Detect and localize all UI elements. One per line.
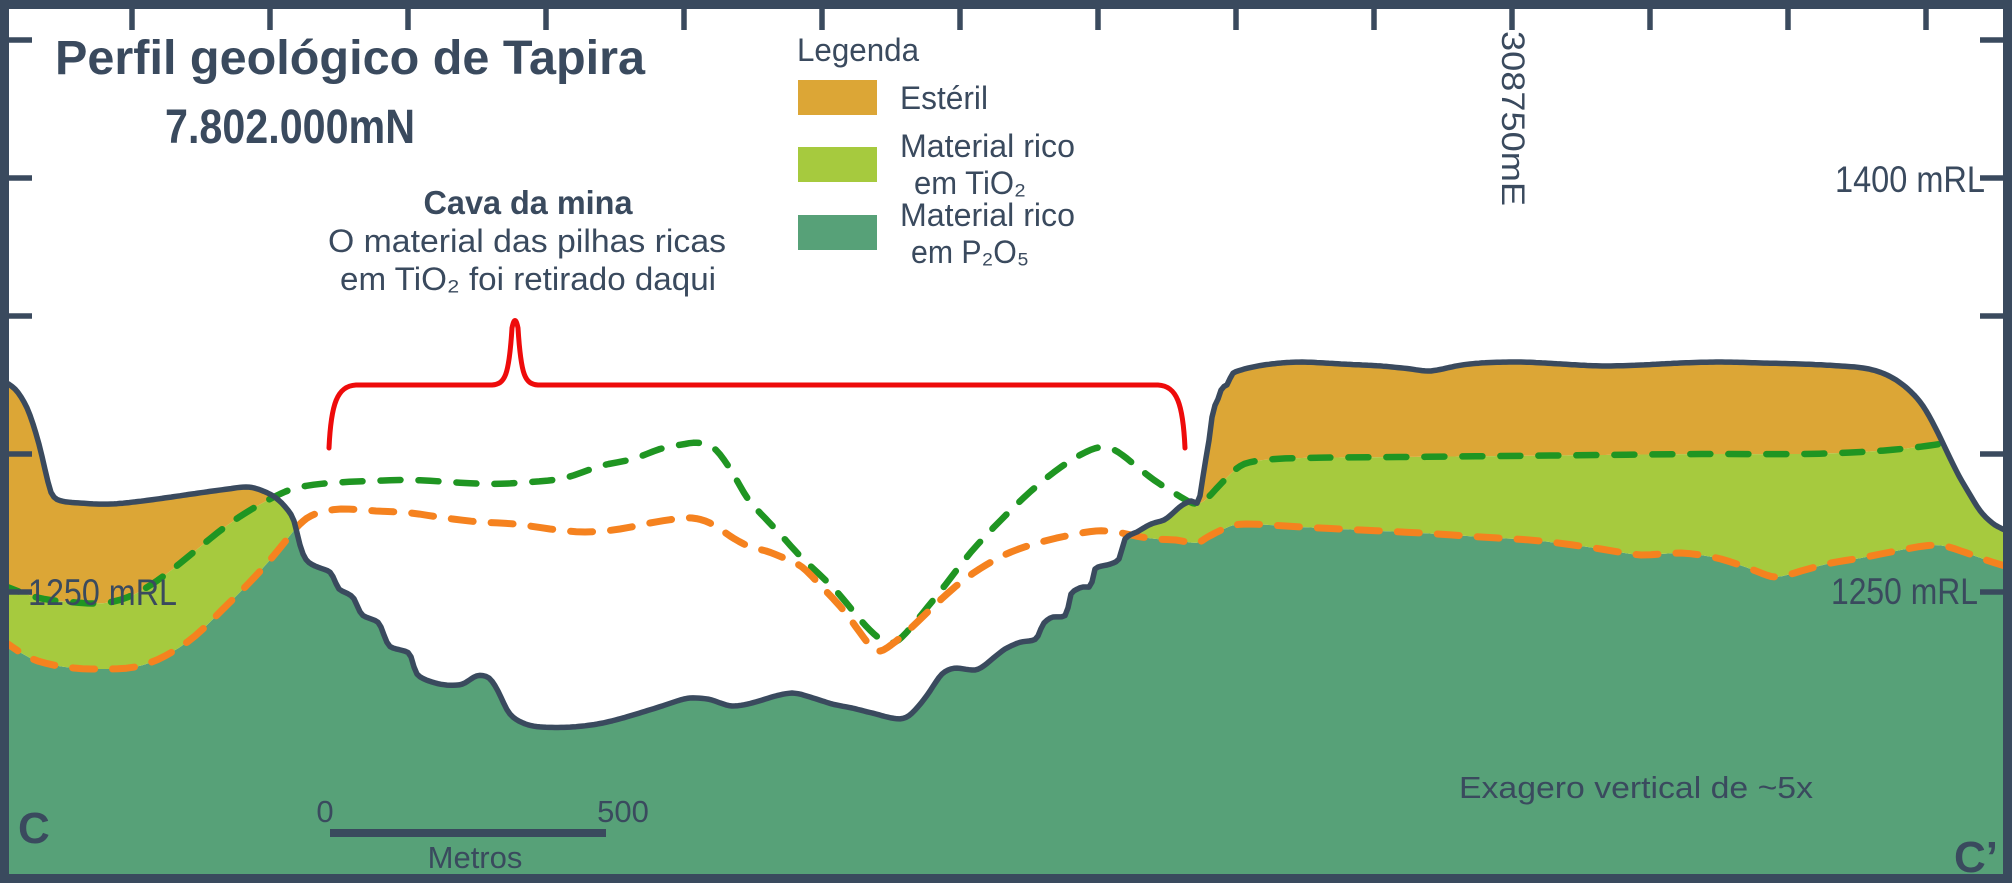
legend-swatch-p2o5	[798, 215, 877, 250]
annotation-line2: em TiO₂ foi retirado daqui	[340, 261, 716, 297]
legend-label-p2o5-line2: em P₂O₅	[911, 234, 1029, 270]
terrain-surface-outline	[0, 359, 2012, 731]
top-ticks	[129, 5, 1929, 30]
vertical-exaggeration-note: Exagero vertical de ~5x	[1459, 770, 1814, 805]
legend-swatch-esteril	[798, 80, 877, 115]
section-endpoint-c-prime: C’	[1954, 833, 1998, 882]
legend-label-tio2-line2: em TiO₂	[914, 165, 1026, 201]
p2o5-region-fill	[0, 524, 2012, 883]
figure-title-line2: 7.802.000mN	[165, 101, 415, 154]
figure-title-line1: Perfil geológico de Tapira	[55, 32, 645, 85]
mine-annotation: Cava da mina O material das pilhas ricas…	[326, 184, 1188, 451]
scale-bar: 0 500 Metros	[316, 794, 648, 875]
former-tio2-top-dashed-line	[0, 439, 1944, 647]
former-tio2-base-dashed-line	[0, 505, 2012, 673]
elevation-label-1400: 1400 mRL	[1835, 159, 1985, 200]
left-ticks	[5, 37, 32, 595]
tio2-region-fill	[0, 444, 2012, 728]
right-ticks	[1980, 37, 2007, 595]
scale-bar-rule	[330, 829, 606, 837]
scale-bar-unit: Metros	[428, 840, 523, 875]
scale-bar-start: 0	[316, 794, 333, 829]
elevation-label-1250-left: 1250 mRL	[28, 572, 177, 613]
legend: Legenda Estéril Material rico em TiO₂ Ma…	[797, 32, 1075, 270]
pit-curly-brace	[326, 318, 1188, 451]
terrain	[0, 359, 2012, 883]
legend-swatch-tio2	[798, 147, 877, 182]
section-endpoint-c: C	[18, 804, 50, 853]
annotation-heading: Cava da mina	[424, 184, 634, 221]
annotation-line1: O material das pilhas ricas	[328, 223, 726, 259]
elevation-label-1250-right: 1250 mRL	[1831, 571, 1978, 612]
legend-label-tio2-line1: Material rico	[900, 128, 1075, 164]
legend-title: Legenda	[797, 32, 919, 68]
legend-label-esteril: Estéril	[900, 80, 988, 116]
easting-label: 308750mE	[1495, 31, 1531, 206]
scale-bar-end: 500	[597, 794, 649, 829]
legend-label-p2o5-line1: Material rico	[900, 197, 1075, 233]
